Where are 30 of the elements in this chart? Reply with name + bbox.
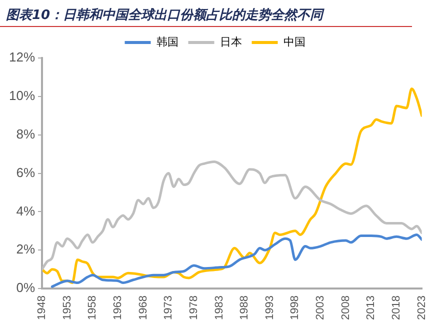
x-tick-label: 1998 [289,296,302,320]
x-tick-label: 2023 [416,296,428,320]
y-tick-label: 8% [16,126,36,142]
y-tick-label: 2% [16,242,36,257]
y-tick-label: 10% [8,88,36,103]
x-tick-label: 2018 [390,296,403,320]
x-tick-label: 2013 [365,296,378,320]
line-series [50,233,422,288]
x-tick-label: 1988 [238,296,251,320]
legend-label: 日本 [220,36,242,49]
x-tick-label: 1958 [86,296,99,320]
chart-title: 图表10：日韩和中国全球出口份额占比的走势全然不同 [0,0,412,27]
line-series [42,87,422,284]
x-tick-label: 1968 [137,296,150,320]
x-tick-label: 1953 [61,296,74,320]
y-tick-label: 4% [16,203,36,218]
x-tick-label: 1963 [112,296,124,320]
y-tick-label: 6% [16,164,36,180]
x-tick-label: 1973 [162,296,175,320]
legend-label: 中国 [283,36,306,49]
legend-label: 韩国 [156,36,178,49]
x-tick-label: 2008 [340,296,352,320]
line-series [42,160,422,271]
x-tick-label: 1978 [188,296,200,320]
x-tick-label: 2003 [314,296,327,320]
y-tick-label: 12% [8,50,36,65]
x-tick-label: 1993 [264,296,276,320]
x-tick-label: 1983 [213,296,226,320]
x-tick-label: 1948 [36,296,48,320]
y-tick-label: 0% [16,280,36,296]
